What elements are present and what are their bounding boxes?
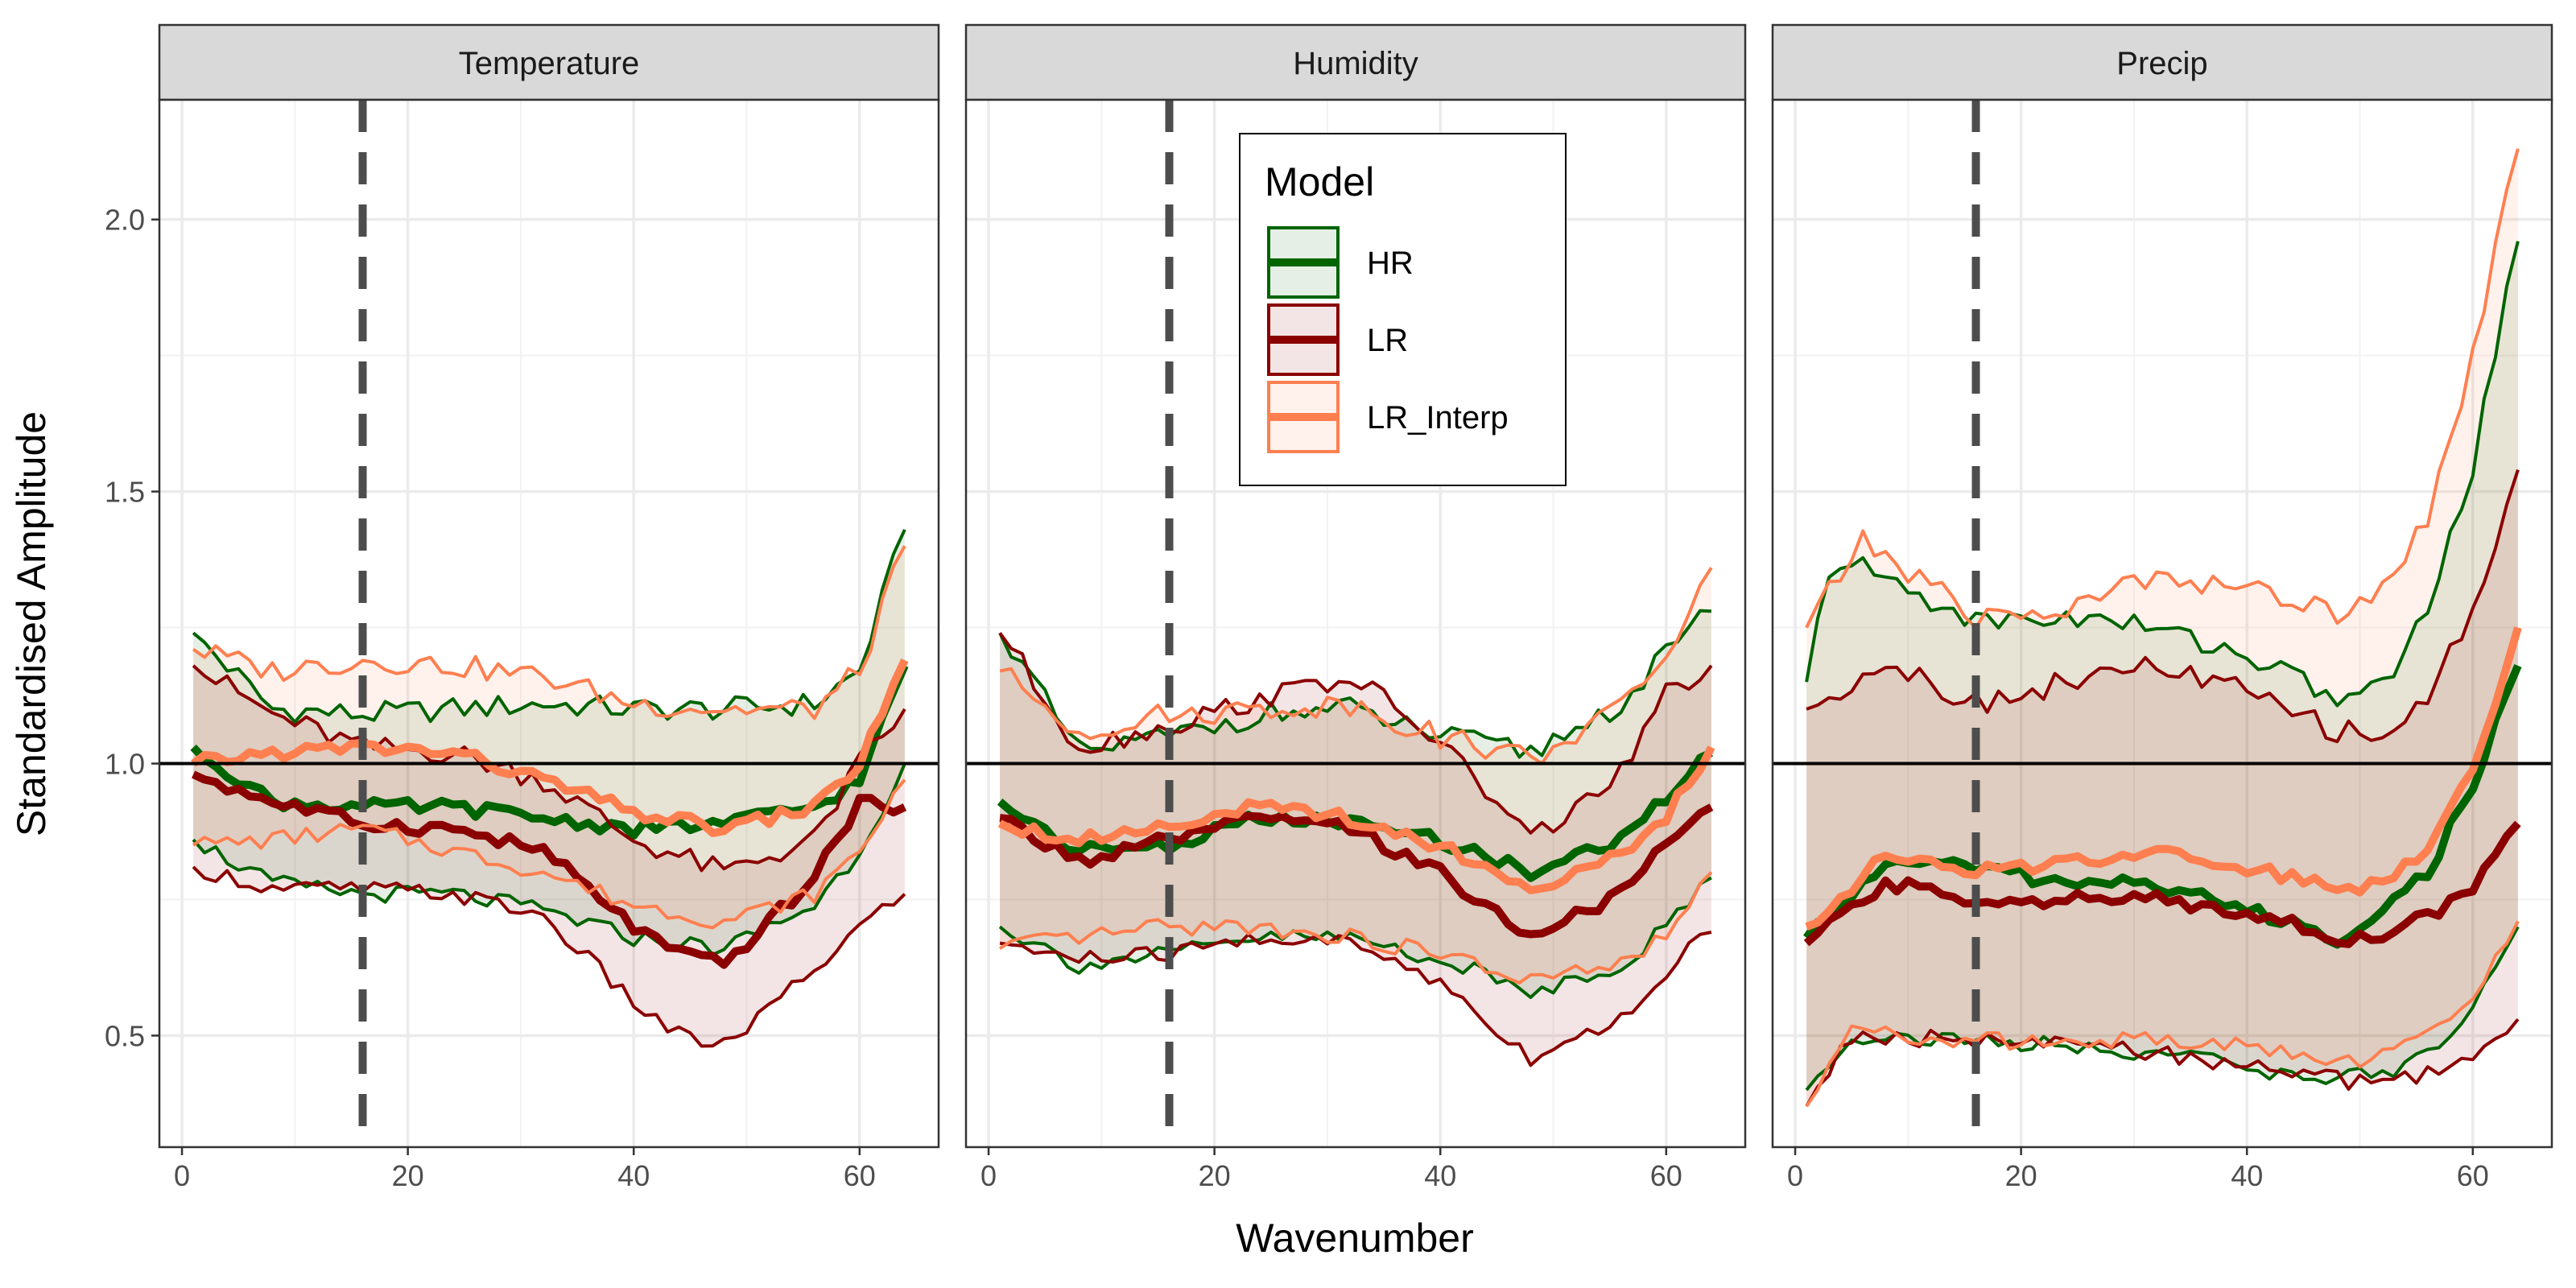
line-hr-upper [192, 529, 906, 724]
x-axis-title: Wavenumber [1236, 1216, 1473, 1261]
x-tick-label: 0 [980, 1159, 997, 1192]
line-lr-median [999, 803, 1714, 939]
line-lr_interp-upper [1805, 148, 2520, 630]
x-tick-label: 0 [1787, 1159, 1803, 1192]
x-tick-label: 40 [617, 1159, 650, 1192]
panels-layer: Temperature 0 20 40 60 0.5 1.0 1.5 2.0 Humidity 0 2… [105, 23, 2553, 1192]
line-lr_interp-upper [192, 545, 906, 720]
legend-label: LR_Interp [1367, 400, 1509, 436]
strip-humidity [964, 23, 1747, 101]
line-lr_interp-median [1805, 626, 2522, 931]
plot-background [1773, 100, 2552, 1147]
legend-label: HR [1367, 246, 1414, 281]
legend-label: LR [1367, 323, 1408, 358]
band-hr [1000, 610, 1711, 997]
legend-entry-lr_interp: LR_Interp [1267, 381, 1509, 453]
band-lr [1000, 633, 1711, 1066]
x-tick-label: 60 [844, 1159, 876, 1192]
panel-temperature: Temperature 0 20 40 60 0.5 1.0 1.5 2.0 [105, 23, 940, 1192]
x-tick-label: 0 [174, 1159, 190, 1192]
legend-entries: HR LR LR_Interp [1267, 226, 1509, 453]
line-hr-lower [998, 876, 1712, 999]
line-lr-median [1803, 820, 2521, 948]
line-lr_interp-lower [999, 871, 1713, 985]
line-hr-lower [1805, 926, 2520, 1092]
x-tick-label: 40 [1424, 1159, 1456, 1192]
line-lr-upper [998, 632, 1713, 835]
legend-title: Model [1265, 159, 1374, 204]
legend: Model HR LR LR_Interp [1239, 133, 1567, 486]
y-tick-label: 1.0 [105, 748, 145, 781]
y-tick-label: 1.5 [105, 476, 145, 509]
x-tick-label: 60 [2457, 1159, 2489, 1192]
line-lr_interp-upper [999, 567, 1713, 766]
x-tick-label: 20 [1199, 1159, 1231, 1192]
strip-label: Humidity [1293, 46, 1418, 81]
strip-temperature [158, 23, 940, 101]
x-tick-label: 40 [2231, 1159, 2263, 1192]
line-hr-upper [1805, 241, 2520, 708]
strip-label: Temperature [459, 46, 640, 81]
y-axis-title: Standardised Amplitude [9, 411, 54, 836]
plot-background [159, 100, 939, 1147]
legend-entry-hr: HR [1267, 226, 1414, 299]
x-tick-label: 20 [392, 1159, 424, 1192]
legend-entry-lr: LR [1267, 303, 1408, 376]
band-hr [193, 529, 905, 955]
line-lr_interp-median [997, 745, 1715, 894]
line-lr_interp-median [191, 658, 909, 837]
line-lr-lower [999, 931, 1712, 1067]
strip-label: Precip [2116, 46, 2207, 81]
line-lr-lower [1805, 1018, 2520, 1108]
y-tick-label: 0.5 [105, 1019, 145, 1052]
x-tick-label: 60 [1650, 1159, 1682, 1192]
line-lr-lower [192, 865, 906, 1048]
line-lr-upper [1806, 469, 2520, 744]
legend-frame [1239, 133, 1567, 486]
band-hr [1806, 241, 2518, 1091]
y-tick-label: 2.0 [105, 204, 145, 237]
line-lr-upper [192, 664, 906, 873]
x-tick-label: 20 [2005, 1159, 2037, 1192]
panel-border [964, 98, 1747, 1149]
panel-precip: Precip 0 20 40 60 [1771, 23, 2553, 1192]
panel-border [158, 98, 940, 1149]
panel-border [1771, 98, 2553, 1149]
line-lr_interp-lower [192, 778, 906, 930]
line-lr_interp-lower [1805, 920, 2520, 1108]
strip-precip [1771, 23, 2553, 101]
